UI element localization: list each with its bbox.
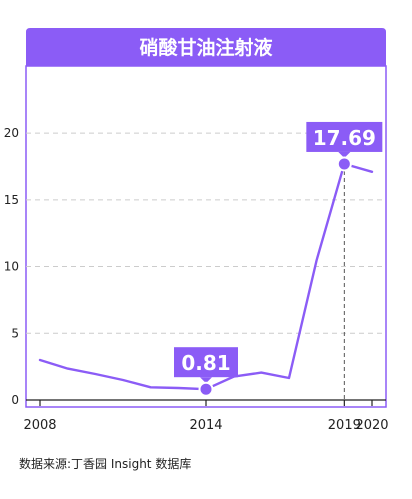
data-point-marker — [336, 156, 352, 172]
annotation-layer: 0.81 17.69 — [174, 121, 383, 400]
plot-frame — [25, 65, 387, 408]
callout-pointer — [200, 377, 212, 384]
x-tick-label: 2008 — [23, 418, 56, 433]
y-tick-labels: 0 5 10 15 20 — [4, 126, 19, 407]
data-label: 17.69 — [313, 126, 376, 150]
y-tick-label: 15 — [4, 193, 19, 207]
data-label: 0.81 — [181, 351, 230, 375]
callout-pointer — [338, 151, 351, 158]
y-tick-label: 20 — [4, 126, 19, 140]
x-tick-label: 2014 — [189, 418, 222, 433]
x-tick-label: 2019 — [328, 418, 361, 433]
data-point-marker — [198, 381, 214, 397]
y-tick-label: 0 — [11, 393, 19, 407]
data-source-footer: 数据来源:丁香园 Insight 数据库 — [19, 457, 192, 471]
y-tick-label: 10 — [4, 260, 19, 274]
title-banner — [26, 28, 386, 66]
y-tick-label: 5 — [11, 326, 19, 340]
callout-box — [174, 347, 238, 378]
x-tick-label: 2020 — [355, 418, 388, 433]
chart-title: 硝酸甘油注射液 — [139, 36, 273, 59]
callout-box — [306, 121, 383, 152]
